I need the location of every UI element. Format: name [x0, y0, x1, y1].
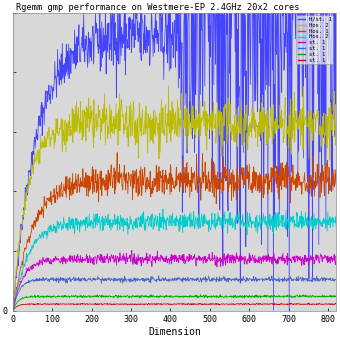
Title: Rgemm gmp performance on Westmere-EP 2.4GHz 20x2 cores: Rgemm gmp performance on Westmere-EP 2.4… — [16, 3, 300, 12]
Legend: H/st. 1, Hos. 2, Hos. 1, Hos. 2, st. 1, st. 1, st. 1, st. 1: H/st. 1, Hos. 2, Hos. 1, Hos. 2, st. 1, … — [296, 15, 334, 65]
X-axis label: Dimension: Dimension — [148, 327, 201, 337]
